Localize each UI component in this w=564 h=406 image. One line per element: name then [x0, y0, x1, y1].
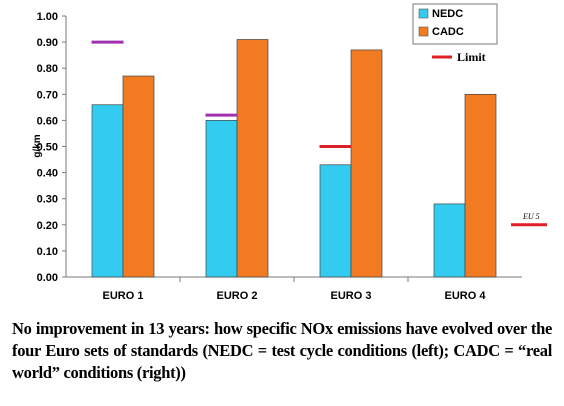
bar-cadc-4 [464, 93, 497, 278]
y-tick-label: 0.10 [37, 246, 58, 258]
x-tick-label: EURO 2 [217, 290, 258, 302]
legend-label-nedc: NEDC [432, 8, 463, 20]
y-tick-label: 1.00 [37, 11, 58, 23]
bars [91, 39, 497, 278]
bar-nedc-2 [205, 120, 238, 278]
y-axis-label: g/km [32, 134, 43, 157]
x-tick-label: EURO 3 [331, 290, 372, 302]
y-tick-label: 0.00 [37, 272, 58, 284]
y-tick-label: 0.60 [37, 115, 58, 127]
bar-cadc-2 [236, 39, 269, 278]
y-tick-label: 0.20 [37, 220, 58, 232]
legend-label-cadc: CADC [432, 26, 464, 38]
bar-nedc-3 [319, 164, 352, 278]
x-axis-ticks: EURO 1 EURO 2 EURO 3 EURO 4 [103, 277, 487, 302]
legend: NEDC CADC [412, 3, 498, 45]
y-tick-label: 0.70 [37, 89, 58, 101]
bar-cadc-3 [350, 49, 383, 278]
bar-nedc-1 [91, 104, 124, 278]
legend-label-limit: Limit [457, 50, 486, 64]
x-tick-label: EURO 1 [103, 290, 144, 302]
y-tick-label: 0.90 [37, 37, 58, 49]
y-tick-label: 0.30 [37, 194, 58, 206]
legend-swatch-cadc [418, 26, 429, 37]
y-tick-label: 0.40 [37, 168, 58, 180]
limit-lines [91, 40, 352, 148]
legend-swatch-nedc [418, 8, 429, 19]
bar-nedc-4 [433, 203, 466, 278]
nox-emissions-chart: 0.00 0.10 0.20 0.30 0.40 0.50 0.60 0.70 0.80 0.90… [32, 3, 547, 302]
y-tick-label: 0.50 [37, 142, 58, 154]
y-tick-label: 0.80 [37, 63, 58, 75]
figure-caption: No improvement in 13 years: how specific… [12, 319, 552, 382]
bar-cadc-1 [122, 75, 155, 278]
eu5-label: EU 5 [522, 212, 540, 221]
x-tick-label: EURO 4 [445, 290, 487, 302]
y-axis-ticks: 0.00 0.10 0.20 0.30 0.40 0.50 0.60 0.70 0.80 0.90… [37, 11, 66, 284]
